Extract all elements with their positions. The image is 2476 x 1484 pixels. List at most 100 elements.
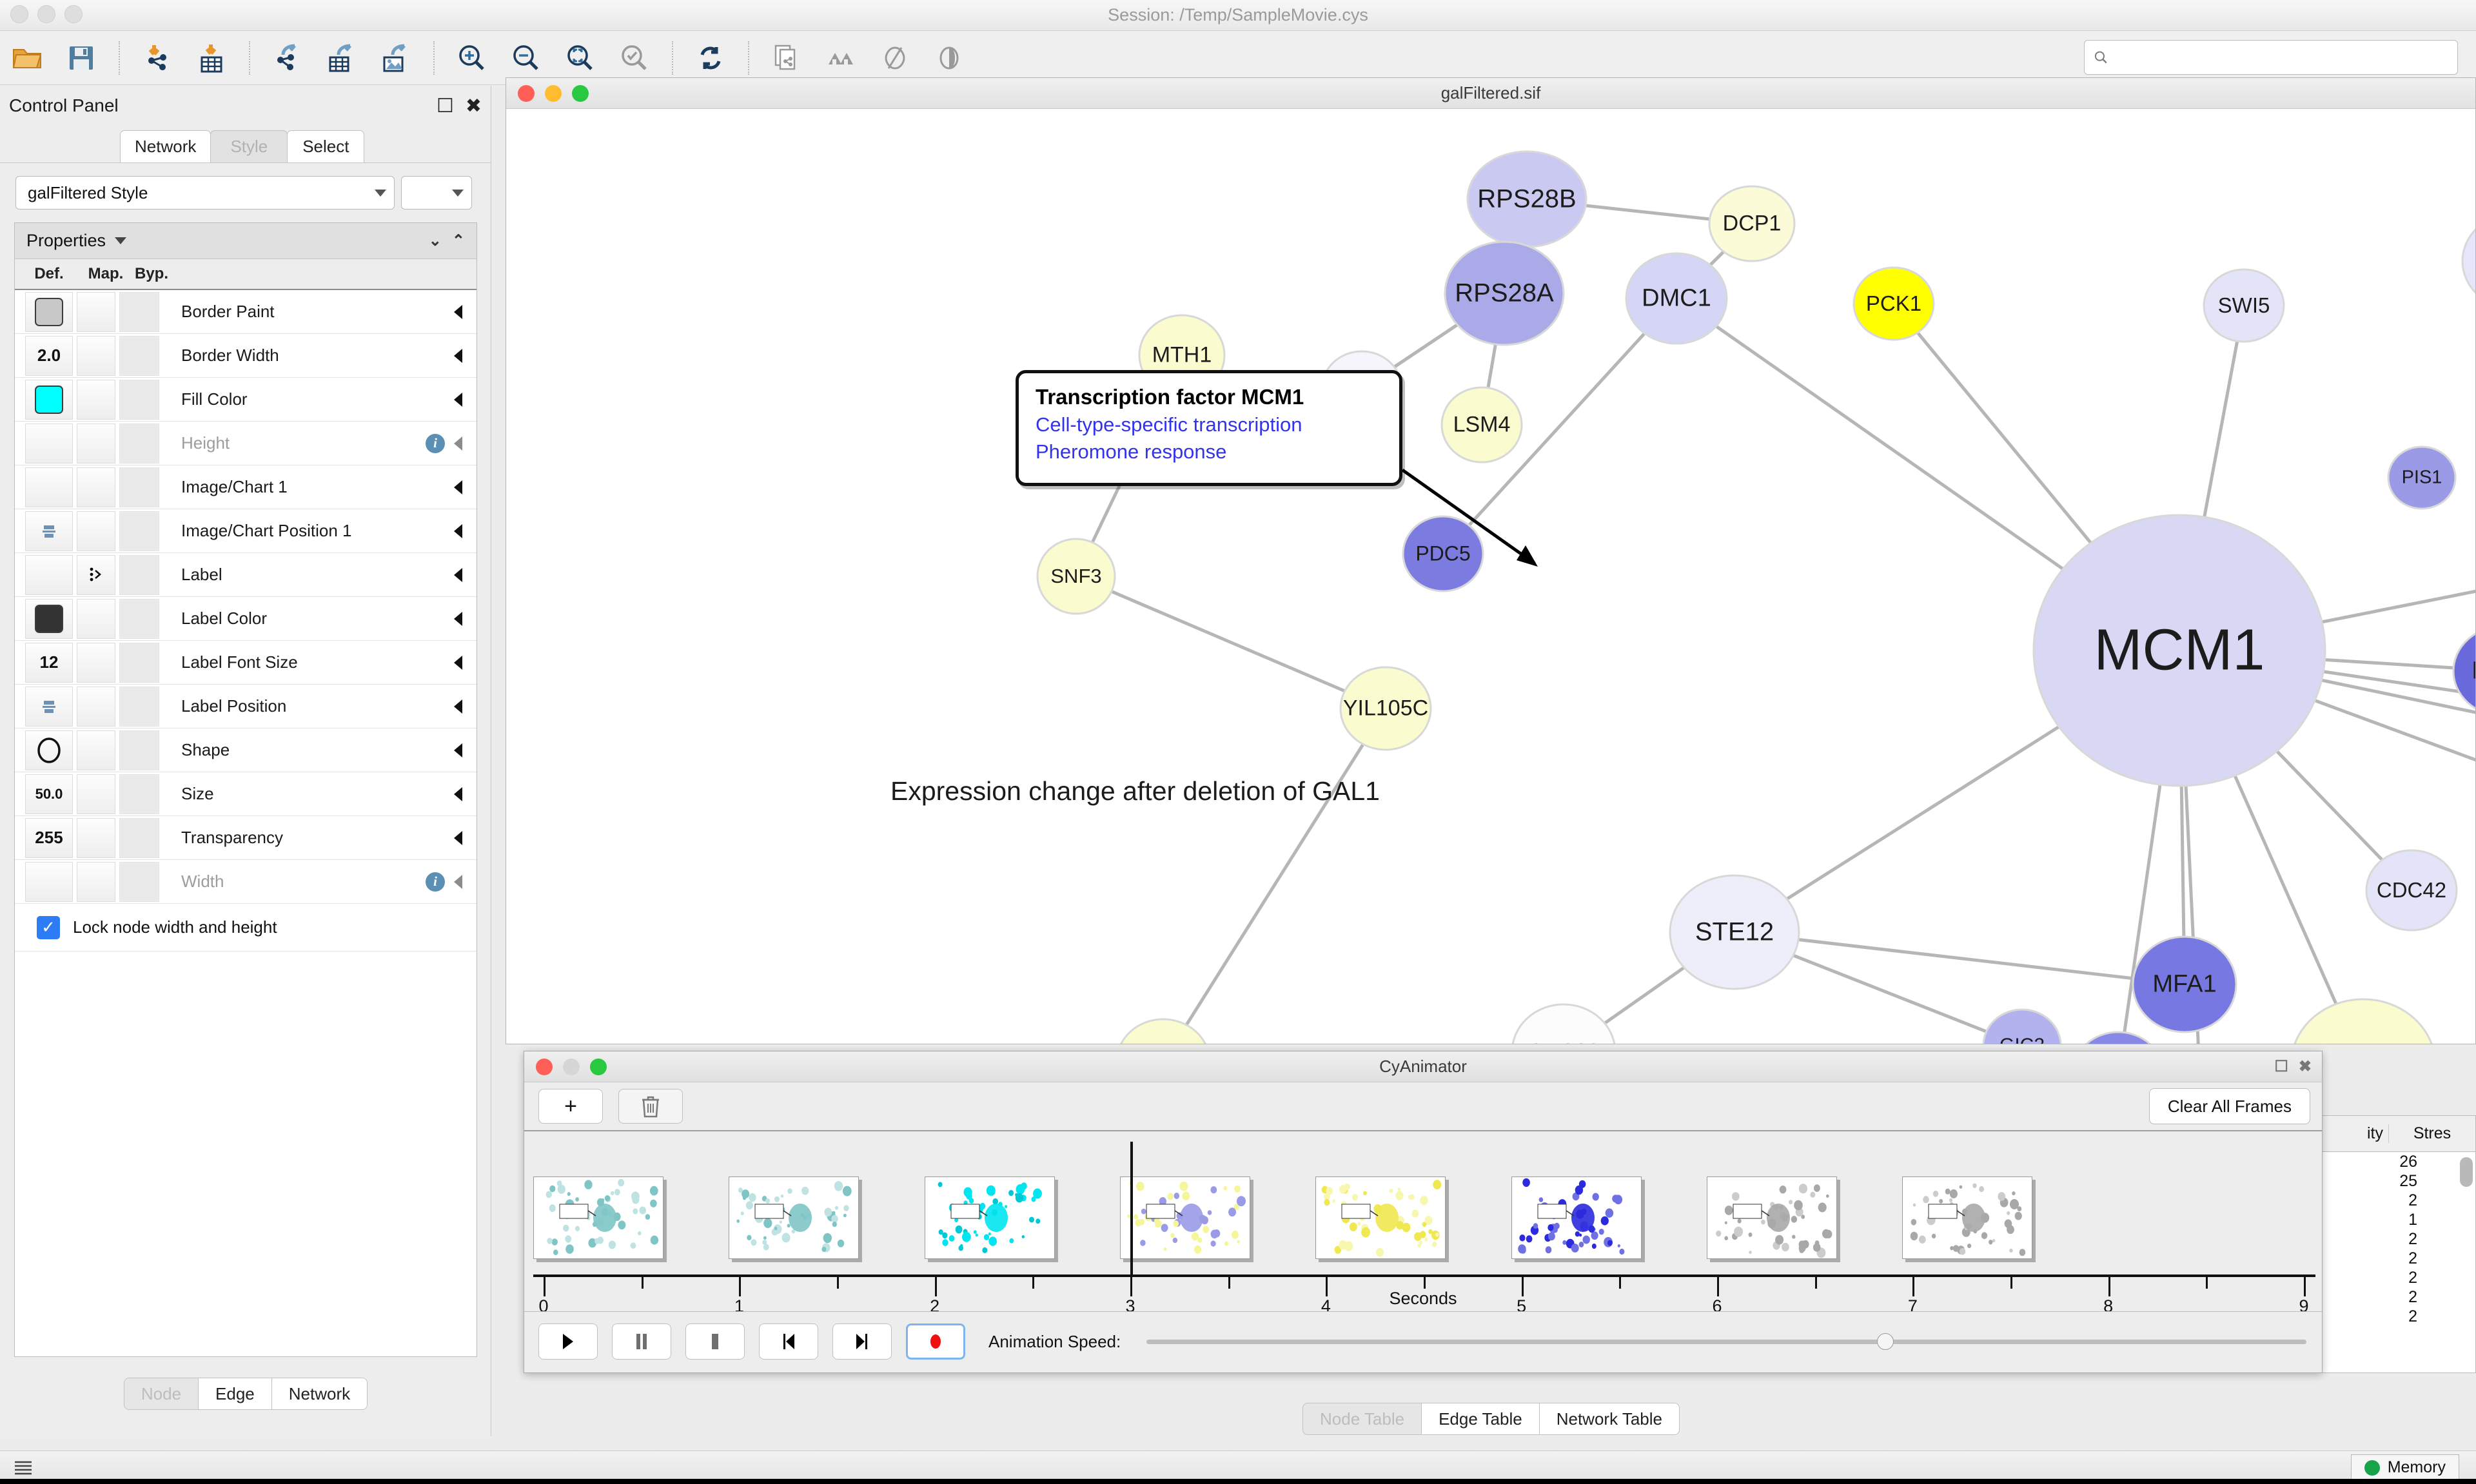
playhead[interactable]	[1130, 1142, 1133, 1274]
annotation-box[interactable]: Transcription factor MCM1 Cell-type-spec…	[1016, 370, 1402, 486]
clear-all-frames-button[interactable]: Clear All Frames	[2149, 1088, 2310, 1124]
property-bypass-cell[interactable]	[119, 424, 159, 464]
property-bypass-cell[interactable]	[119, 687, 159, 727]
timeline-frame[interactable]	[1315, 1176, 1446, 1259]
property-row[interactable]: Image/Chart Position 1	[15, 509, 477, 553]
property-row[interactable]: Label	[15, 553, 477, 597]
table-row[interactable]: 2	[2322, 1307, 2475, 1326]
property-bypass-cell[interactable]	[119, 774, 159, 814]
hide-icon[interactable]	[868, 31, 922, 85]
property-row[interactable]: 12 Label Font Size	[15, 641, 477, 685]
timeline-frame[interactable]	[1707, 1176, 1837, 1259]
close-icon[interactable]: ✖	[466, 95, 482, 117]
color-swatch[interactable]	[35, 298, 63, 326]
zoom-in-icon[interactable]	[445, 31, 499, 85]
network-node[interactable]	[2034, 515, 2325, 786]
property-row[interactable]: Border Paint	[15, 290, 477, 334]
property-row[interactable]: 50.0 Size	[15, 772, 477, 816]
property-default-cell[interactable]: 12	[25, 643, 73, 683]
property-bypass-cell[interactable]	[119, 862, 159, 902]
play-button[interactable]	[538, 1323, 598, 1360]
property-bypass-cell[interactable]	[119, 599, 159, 639]
property-mapping-cell[interactable]	[77, 424, 115, 464]
table-row[interactable]: 1	[2322, 1210, 2475, 1229]
close-dot[interactable]	[536, 1059, 553, 1075]
property-mapping-cell[interactable]	[77, 774, 115, 814]
zoom-dot[interactable]	[572, 85, 589, 102]
network-node[interactable]	[1626, 253, 1727, 344]
window-maximize-dot[interactable]	[64, 5, 83, 23]
expand-arrow-icon[interactable]	[454, 568, 462, 582]
timeline-frame[interactable]	[1120, 1176, 1250, 1259]
tab-select[interactable]: Select	[287, 130, 364, 162]
expand-arrow-icon[interactable]	[454, 612, 462, 626]
property-default-cell[interactable]	[25, 862, 73, 902]
network-node[interactable]	[1445, 242, 1564, 345]
color-swatch[interactable]	[35, 605, 63, 633]
export-image-icon[interactable]	[369, 31, 423, 85]
import-network-icon[interactable]	[130, 31, 184, 85]
property-default-cell[interactable]	[25, 599, 73, 639]
search-box[interactable]	[2084, 40, 2458, 75]
pause-button[interactable]	[612, 1323, 671, 1360]
lock-node-size-row[interactable]: ✓ Lock node width and height	[15, 904, 477, 952]
property-default-cell[interactable]	[25, 511, 73, 551]
expand-arrow-icon[interactable]	[454, 436, 462, 451]
property-default-cell[interactable]: 50.0	[25, 774, 73, 814]
property-bypass-cell[interactable]	[119, 511, 159, 551]
property-bypass-cell[interactable]	[119, 643, 159, 683]
restore-icon[interactable]: ☐	[2274, 1057, 2288, 1076]
property-mapping-cell[interactable]	[77, 599, 115, 639]
animation-speed-slider[interactable]	[1146, 1338, 2306, 1345]
network-node[interactable]	[2388, 447, 2455, 509]
search-input[interactable]	[2115, 48, 2448, 66]
expand-arrow-icon[interactable]	[454, 787, 462, 801]
network-node[interactable]	[1341, 667, 1431, 750]
property-mapping-cell[interactable]	[77, 643, 115, 683]
style-options-menu[interactable]	[401, 176, 472, 210]
timeline-frame[interactable]	[925, 1176, 1055, 1259]
network-edge[interactable]	[1076, 576, 1386, 708]
memory-status-button[interactable]: Memory	[2351, 1454, 2459, 1481]
lock-checkbox[interactable]: ✓	[37, 916, 60, 939]
bottom-tab-edge[interactable]: Edge	[198, 1378, 272, 1410]
minimize-dot[interactable]	[545, 85, 562, 102]
property-mapping-cell[interactable]	[77, 687, 115, 727]
network-node[interactable]	[1854, 268, 1934, 340]
network-node[interactable]	[2462, 212, 2475, 310]
save-icon[interactable]	[54, 31, 108, 85]
info-icon[interactable]: i	[426, 872, 445, 892]
property-row[interactable]: Fill Color	[15, 378, 477, 422]
bottom-tab-network[interactable]: Network	[271, 1378, 368, 1410]
property-row[interactable]: Image/Chart 1	[15, 465, 477, 509]
property-row[interactable]: Height i	[15, 422, 477, 465]
table-row[interactable]: 2	[2322, 1287, 2475, 1307]
property-bypass-cell[interactable]	[119, 555, 159, 595]
expand-arrow-icon[interactable]	[454, 393, 462, 407]
network-node[interactable]	[2204, 269, 2284, 342]
property-default-cell[interactable]	[25, 292, 73, 332]
expand-arrow-icon[interactable]	[454, 699, 462, 714]
property-mapping-cell[interactable]	[77, 380, 115, 420]
network-node[interactable]	[2133, 937, 2236, 1032]
property-default-cell[interactable]: 2.0	[25, 336, 73, 376]
property-mapping-cell[interactable]	[77, 730, 115, 770]
trash-icon[interactable]	[618, 1089, 683, 1124]
info-icon[interactable]: i	[426, 434, 445, 453]
refresh-icon[interactable]	[683, 31, 738, 85]
cyanimator-window-controls[interactable]	[536, 1059, 607, 1075]
property-bypass-cell[interactable]	[119, 818, 159, 858]
restore-icon[interactable]: ☐	[437, 95, 454, 117]
list-icon[interactable]	[9, 1455, 37, 1481]
expand-arrow-icon[interactable]	[454, 743, 462, 757]
expand-arrow-icon[interactable]	[454, 656, 462, 670]
stop-button[interactable]	[685, 1323, 745, 1360]
record-button[interactable]	[906, 1323, 965, 1360]
close-icon[interactable]: ✖	[2299, 1057, 2312, 1076]
property-mapping-cell[interactable]	[77, 336, 115, 376]
table-row[interactable]: 25	[2322, 1171, 2475, 1191]
expand-arrow-icon[interactable]	[454, 305, 462, 319]
bottom-tab-node[interactable]: Node	[124, 1378, 199, 1410]
chevron-down-icon[interactable]	[115, 237, 126, 244]
zoom-dot[interactable]	[590, 1059, 607, 1075]
